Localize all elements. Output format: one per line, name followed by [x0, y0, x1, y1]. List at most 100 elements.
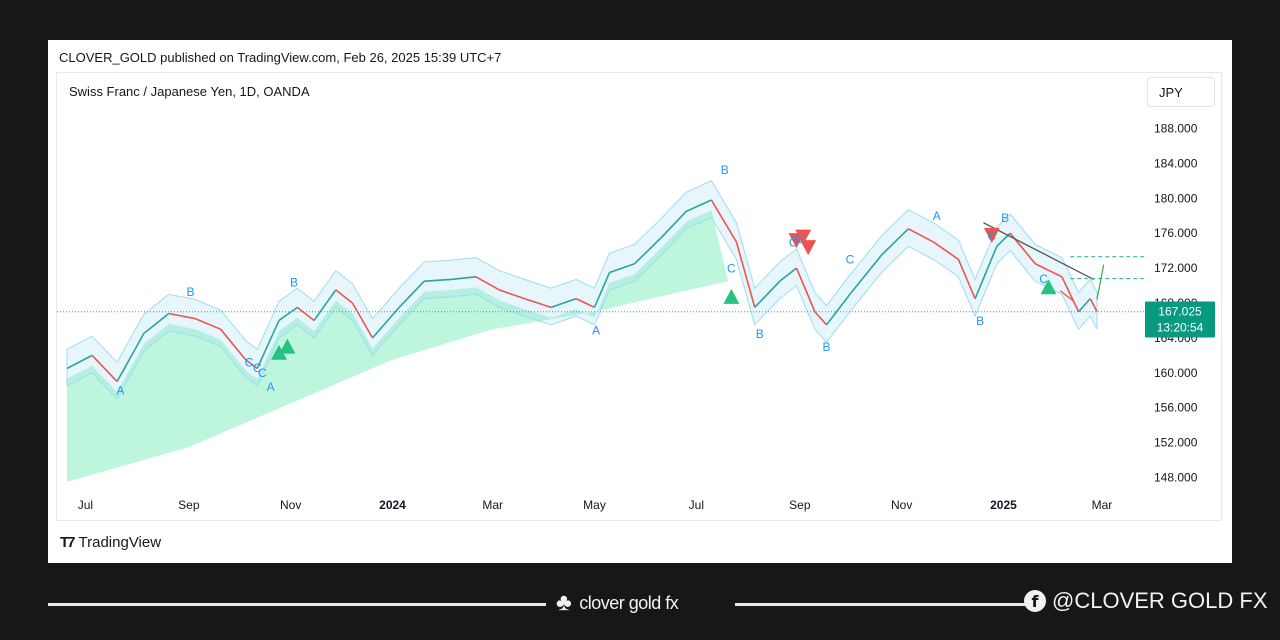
price-segment — [932, 241, 959, 261]
price-segment — [371, 306, 400, 339]
wave-label: C — [846, 253, 855, 267]
trend-cloud — [67, 210, 728, 482]
price-segment — [957, 259, 976, 299]
bar-countdown: 13:20:54 — [1157, 321, 1204, 335]
x-tick-label: Mar — [482, 498, 503, 512]
x-tick-label: Nov — [280, 498, 301, 512]
wave-label: C — [253, 361, 262, 375]
buy-signal — [279, 338, 296, 354]
wave-label: C — [987, 229, 996, 243]
chart-title: Swiss Franc / Japanese Yen, 1D, OANDA — [69, 84, 310, 99]
clover-icon: ♣ — [556, 589, 572, 616]
tradingview-logo-icon: T7 — [60, 534, 75, 551]
sell-signal — [800, 240, 817, 256]
y-tick-label: 152.000 — [1154, 436, 1198, 450]
price-segment — [278, 306, 298, 322]
wave-label: A — [592, 323, 600, 337]
price-segment — [881, 228, 909, 256]
wave-label: B — [187, 285, 195, 299]
tradingview-logo[interactable]: T7 TradingView — [60, 534, 161, 551]
wave-label: B — [976, 314, 984, 328]
x-tick-label: Mar — [1092, 498, 1113, 512]
price-segment — [1061, 276, 1080, 313]
trendline — [983, 222, 1094, 281]
price-segment — [609, 262, 635, 274]
facebook-handle[interactable]: f @CLOVER GOLD FX — [1024, 588, 1268, 614]
y-tick-label: 180.000 — [1154, 191, 1198, 205]
currency-button[interactable]: JPY — [1147, 77, 1215, 107]
price-segment — [116, 333, 145, 382]
price-segment — [91, 354, 118, 383]
price-segment — [499, 289, 525, 300]
x-tick-label: Sep — [178, 498, 200, 512]
wave-label: B — [721, 163, 729, 177]
y-tick-label: 184.000 — [1154, 156, 1198, 170]
facebook-icon: f — [1024, 590, 1046, 612]
price-segment — [256, 320, 280, 369]
price-segment — [575, 297, 595, 309]
price-segment — [1078, 298, 1091, 313]
price-segment — [219, 328, 247, 361]
sell-signal — [983, 227, 1000, 243]
publish-info: CLOVER_GOLD published on TradingView.com… — [59, 50, 502, 65]
price-segment — [313, 289, 337, 321]
wave-label: A — [267, 380, 275, 394]
brand-name: clover gold fx — [579, 592, 679, 613]
price-segment — [296, 306, 315, 322]
wave-label: B — [1001, 211, 1009, 225]
trendline — [1096, 264, 1105, 300]
wave-label: A — [116, 384, 124, 398]
price-segment — [849, 254, 883, 295]
price-segment — [825, 293, 851, 326]
y-tick-label: 188.000 — [1154, 121, 1198, 135]
x-tick-label: Nov — [891, 498, 912, 512]
footer-divider-left — [48, 603, 546, 606]
x-tick-label: Sep — [789, 498, 811, 512]
price-segment — [1034, 263, 1063, 278]
price-segment — [351, 302, 374, 339]
price-segment — [660, 210, 687, 239]
wave-label: C — [795, 232, 804, 246]
price-segment — [524, 297, 552, 309]
chart-card: CLOVER_GOLD published on TradingView.com… — [48, 40, 1232, 563]
price-segment — [335, 289, 353, 304]
last-price-badge — [1145, 301, 1215, 338]
price-segment — [424, 278, 451, 282]
price-segment — [195, 317, 221, 330]
price-segment — [685, 199, 712, 213]
price-segment — [779, 267, 797, 282]
sell-signal — [795, 229, 812, 245]
price-segment — [66, 354, 93, 370]
x-tick-label: Jul — [78, 498, 93, 512]
wave-label: B — [290, 275, 298, 289]
brand: ♣ clover gold fx — [556, 589, 679, 617]
price-segment — [475, 276, 500, 291]
price-segment — [735, 241, 756, 308]
price-segment — [634, 236, 662, 265]
wave-label: A — [933, 209, 941, 223]
price-segment — [450, 276, 477, 281]
price-segment — [907, 228, 934, 243]
footer-divider-right — [735, 603, 1027, 606]
tradingview-wordmark: TradingView — [78, 534, 162, 551]
y-tick-label: 148.000 — [1154, 471, 1198, 485]
buy-signal — [723, 288, 740, 304]
wave-label: B — [823, 340, 831, 354]
last-price-value: 167.025 — [1158, 305, 1202, 319]
wave-label: C — [258, 366, 267, 380]
price-segment — [1089, 298, 1098, 312]
price-envelope — [66, 180, 1098, 400]
price-segment — [795, 267, 816, 313]
price-segment — [245, 359, 258, 370]
wave-label: B — [756, 327, 764, 341]
y-tick-label: 172.000 — [1154, 261, 1198, 275]
x-tick-label: Jul — [689, 498, 704, 512]
facebook-handle-text: @CLOVER GOLD FX — [1052, 588, 1268, 613]
wave-label: C — [1039, 272, 1048, 286]
price-segment — [814, 311, 828, 326]
price-segment — [593, 272, 611, 308]
wave-label: C — [245, 356, 254, 370]
price-segment — [168, 312, 196, 320]
